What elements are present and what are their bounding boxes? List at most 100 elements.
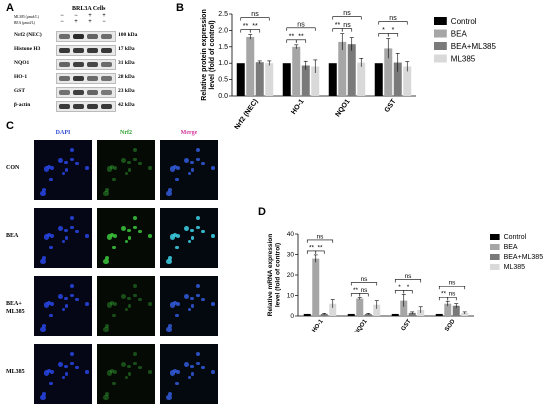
micrograph-nrf2 (97, 208, 155, 268)
significance-bracket (295, 39, 307, 43)
nucleus (211, 166, 215, 170)
y-tick-label: 10 (287, 293, 295, 300)
blot-band (87, 76, 98, 81)
nucleus (110, 300, 115, 306)
nucleus (127, 168, 132, 172)
significance-label: ** (335, 22, 341, 29)
nucleus (127, 160, 131, 164)
channel-header: Merge (180, 130, 198, 136)
nucleus (69, 215, 74, 221)
nucleus (175, 370, 180, 375)
bar (255, 62, 264, 96)
nucleus (43, 302, 50, 308)
nucleus (70, 158, 74, 162)
significance-label: ns (449, 280, 457, 287)
significance-label: * (382, 27, 385, 34)
protein-label: NQO1 (14, 60, 30, 66)
nucleus (196, 226, 200, 230)
nucleus (183, 362, 189, 368)
molecular-weight-label: 17 kDa (118, 46, 135, 52)
bar (347, 44, 356, 96)
y-tick-label: 2.5 (218, 11, 228, 18)
blot-band (101, 76, 112, 81)
protein-label: Nrf2 (NEC) (14, 32, 42, 38)
significance-bracket (306, 239, 334, 243)
nucleus (195, 351, 200, 357)
micrograph-merge (160, 140, 218, 200)
panel-letter-c: C (6, 120, 14, 132)
bar (265, 63, 274, 96)
nucleus (64, 236, 69, 240)
significance-label: ns (251, 11, 259, 18)
nucleus (196, 158, 200, 162)
molecular-weight-label: 31 kDa (118, 60, 135, 66)
nucleus (183, 226, 189, 232)
nucleus (167, 187, 173, 193)
nucleus (187, 240, 191, 244)
channel-header: DAPI (55, 130, 71, 136)
significance-label: ns (343, 22, 351, 29)
protein-expression-chart: 0.0 0.5 1.0 1.5 2.0 2.5 Relative protein expre… (201, 9, 496, 129)
nucleus (64, 364, 68, 368)
blot-strip (56, 45, 116, 56)
blot-strip (56, 87, 116, 98)
nucleus (57, 226, 63, 232)
cell-line-title: BRL3A Cells (72, 6, 106, 12)
category-label: SOD (444, 318, 457, 332)
nucleus (120, 226, 126, 232)
legend-swatch (490, 234, 500, 240)
nucleus (173, 232, 178, 238)
significance-label: ** (298, 33, 304, 40)
nucleus (43, 166, 50, 172)
nucleus (110, 232, 115, 238)
blot-band (101, 104, 112, 109)
blot-strip (56, 59, 116, 70)
nucleus (64, 168, 69, 172)
nucleus (112, 166, 117, 171)
protein-label: Histone H3 (14, 46, 41, 52)
nucleus (183, 294, 189, 300)
panel-letter-b: B (176, 2, 184, 14)
nucleus (190, 236, 195, 240)
nucleus (70, 226, 74, 230)
significance-bracket (350, 282, 378, 286)
nucleus (138, 229, 142, 234)
nucleus (112, 381, 116, 385)
nucleus (49, 166, 54, 171)
nucleus (187, 172, 191, 176)
nucleus (167, 391, 173, 397)
nucleus (40, 394, 46, 401)
bar (236, 63, 245, 96)
nucleus (166, 394, 172, 401)
blot-band (73, 48, 84, 53)
legend-label: BEA (504, 244, 518, 251)
nucleus (133, 362, 137, 366)
nucleus (106, 370, 113, 376)
significance-label: ns (361, 276, 369, 283)
bar (384, 48, 393, 96)
blot-band (59, 76, 70, 81)
significance-label: * (398, 284, 401, 291)
significance-bracket (359, 293, 369, 297)
legend-label: BEA+ML385 (504, 254, 544, 261)
bar (329, 303, 337, 316)
nucleus (169, 370, 176, 376)
micrograph-dapi (34, 140, 92, 200)
nucleus (104, 391, 110, 397)
nucleus (195, 147, 200, 153)
nucleus (190, 304, 195, 308)
nucleus (183, 158, 189, 164)
nucleus (103, 258, 109, 265)
nucleus (190, 168, 195, 172)
significance-bracket (403, 290, 413, 294)
bar (301, 65, 310, 96)
bar (373, 304, 381, 316)
blot-band (87, 48, 98, 53)
nucleus (127, 372, 132, 376)
nucleus (69, 147, 74, 153)
legend-label: ML385 (504, 264, 526, 271)
significance-label: ** (353, 287, 359, 294)
micrograph-merge (160, 208, 218, 268)
significance-label: ** (252, 23, 258, 30)
legend-label: BEA (451, 30, 468, 39)
